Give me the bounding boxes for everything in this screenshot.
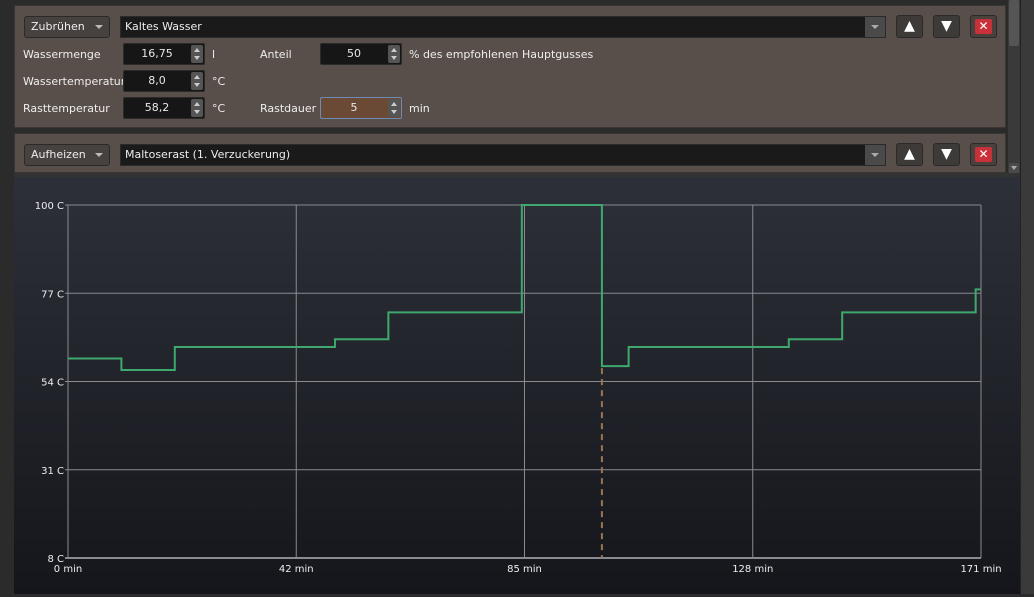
wassermenge-value: 16,75 — [141, 47, 173, 60]
y-tick-label: 54 C — [41, 378, 64, 389]
step-type-value: Zubrühen — [31, 20, 85, 33]
close-icon: ✕ — [975, 147, 992, 162]
wassermenge-label: Wassermenge — [23, 48, 101, 61]
chart-svg: 0 min 42 min 85 min 128 min 171 min 100 C 77 C… — [35, 201, 1002, 575]
anteil-value: 50 — [347, 47, 361, 60]
y-tick-label: 31 C — [41, 466, 64, 477]
rasttemperatur-label: Rasttemperatur — [23, 102, 110, 115]
delete-button[interactable]: ✕ — [970, 143, 997, 166]
move-down-button[interactable]: ▼ — [933, 143, 960, 166]
wassertemperatur-spinbox[interactable]: 8,0 — [123, 70, 205, 92]
wassermenge-spinbox[interactable]: 16,75 — [123, 43, 205, 65]
rastdauer-unit: min — [409, 102, 430, 115]
spin-arrows-icon[interactable] — [388, 45, 400, 63]
window-edge — [1020, 0, 1034, 594]
move-up-button[interactable]: ▲ — [896, 143, 923, 166]
wassermenge-unit: l — [212, 48, 216, 61]
x-tick-label: 0 min — [54, 564, 82, 575]
steps-scrollbar[interactable] — [1008, 0, 1020, 174]
step-panel-zubruehen: Zubrühen Kaltes Wasser ▲ ▼ ✕ Wassermenge… — [14, 5, 1006, 128]
spin-arrows-icon[interactable] — [388, 99, 400, 117]
splitter-handle[interactable] — [14, 173, 1020, 177]
spin-arrows-icon[interactable] — [191, 99, 203, 117]
rasttemperatur-unit: °C — [212, 102, 226, 115]
close-icon: ✕ — [975, 19, 992, 34]
step-panel-aufheizen: Aufheizen Maltoserast (1. Verzuckerung) … — [14, 133, 1006, 173]
scroll-down-icon[interactable] — [1009, 163, 1019, 173]
scrollbar-thumb[interactable] — [1009, 0, 1019, 46]
x-tick-label: 85 min — [507, 564, 542, 575]
temperature-chart: 0 min 42 min 85 min 128 min 171 min 100 C 77 C… — [14, 177, 1020, 594]
anteil-label: Anteil — [260, 48, 292, 61]
wassertemperatur-label: Wassertemperatur — [23, 75, 126, 88]
chevron-down-icon[interactable] — [865, 145, 885, 165]
x-tick-label: 128 min — [732, 564, 773, 575]
step-name-input[interactable]: Maltoserast (1. Verzuckerung) — [120, 144, 886, 166]
chevron-down-icon[interactable] — [865, 17, 885, 37]
step-name-value: Maltoserast (1. Verzuckerung) — [125, 148, 291, 161]
step-name-value: Kaltes Wasser — [125, 20, 202, 33]
rasttemperatur-value: 58,2 — [144, 101, 170, 114]
step-type-select[interactable]: Zubrühen — [24, 16, 110, 38]
chevron-down-icon — [95, 25, 103, 29]
y-tick-label: 8 C — [47, 554, 64, 565]
spin-arrows-icon[interactable] — [191, 72, 203, 90]
rasttemperatur-spinbox[interactable]: 58,2 — [123, 97, 205, 119]
rastdauer-spinbox[interactable]: 5 — [320, 97, 402, 119]
anteil-unit: % des empfohlenen Hauptgusses — [409, 48, 594, 61]
x-tick-label: 171 min — [960, 564, 1001, 575]
chevron-down-icon — [95, 153, 103, 157]
step-name-input[interactable]: Kaltes Wasser — [120, 16, 886, 38]
spin-arrows-icon[interactable] — [191, 45, 203, 63]
y-tick-label: 100 C — [35, 201, 64, 212]
rastdauer-value: 5 — [350, 101, 358, 114]
wassertemperatur-value: 8,0 — [148, 74, 166, 87]
anteil-spinbox[interactable]: 50 — [320, 43, 402, 65]
x-tick-label: 42 min — [279, 564, 314, 575]
y-tick-label: 77 C — [41, 289, 64, 300]
rastdauer-label: Rastdauer — [260, 102, 317, 115]
move-up-button[interactable]: ▲ — [896, 15, 923, 38]
step-type-select[interactable]: Aufheizen — [24, 144, 110, 166]
step-type-value: Aufheizen — [31, 148, 86, 161]
move-down-button[interactable]: ▼ — [933, 15, 960, 38]
temperature-step-line — [68, 204, 981, 371]
wassertemperatur-unit: °C — [212, 75, 226, 88]
delete-button[interactable]: ✕ — [970, 15, 997, 38]
